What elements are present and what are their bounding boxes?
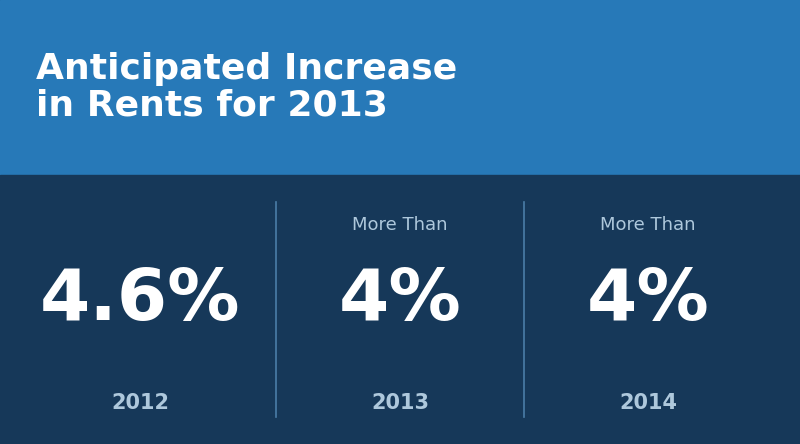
Text: 4.6%: 4.6% xyxy=(40,266,240,335)
Text: More Than: More Than xyxy=(352,216,448,234)
Text: 4%: 4% xyxy=(586,266,710,335)
Text: More Than: More Than xyxy=(600,216,696,234)
Bar xyxy=(0,175,800,444)
Text: Anticipated Increase
in Rents for 2013: Anticipated Increase in Rents for 2013 xyxy=(36,52,458,123)
Text: 4%: 4% xyxy=(338,266,462,335)
Bar xyxy=(0,0,800,175)
Text: 2013: 2013 xyxy=(371,392,429,413)
Text: 2012: 2012 xyxy=(111,392,169,413)
Text: 2014: 2014 xyxy=(619,392,677,413)
